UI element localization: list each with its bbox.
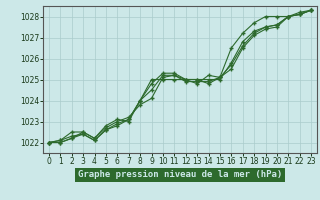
X-axis label: Graphe pression niveau de la mer (hPa): Graphe pression niveau de la mer (hPa) bbox=[78, 170, 282, 179]
